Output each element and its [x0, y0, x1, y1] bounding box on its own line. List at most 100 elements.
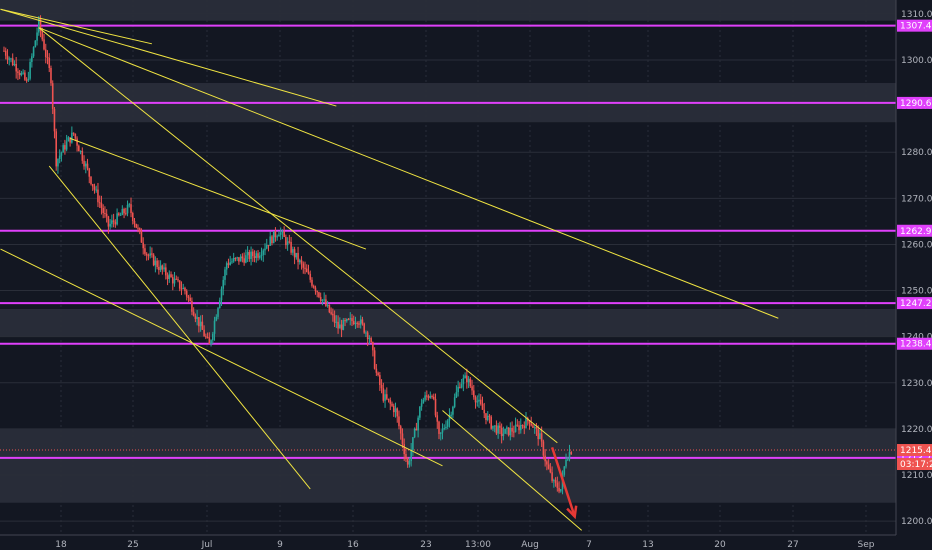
price-tick-label: 1300.000 — [901, 56, 932, 66]
candle-body — [305, 268, 308, 273]
candle-body — [344, 320, 346, 322]
candle-body — [490, 416, 492, 429]
candle — [241, 253, 244, 263]
candle — [184, 286, 186, 295]
level-badge-1-bg — [897, 96, 932, 109]
candle-body — [537, 428, 539, 440]
candle — [426, 390, 428, 401]
candle-body — [544, 455, 546, 462]
candle — [551, 466, 553, 483]
candle — [345, 318, 348, 323]
candle — [252, 248, 254, 262]
candle — [262, 248, 265, 262]
candle — [523, 421, 526, 435]
candle — [459, 382, 461, 389]
trendline-2[interactable] — [38, 27, 779, 319]
candle-body — [558, 487, 560, 492]
candle — [513, 425, 515, 438]
candle-body — [227, 263, 230, 265]
candle-body — [71, 132, 73, 143]
candle — [272, 231, 275, 244]
candle-body — [547, 464, 550, 469]
time-axis[interactable]: 18 25 Jul 9 16 23 13:00 Aug 7 13 20 27 Sep — [0, 534, 932, 550]
candle-body — [74, 133, 77, 139]
candle-body — [222, 279, 225, 289]
candle-body — [406, 458, 409, 465]
candle — [51, 80, 54, 115]
candle — [34, 40, 37, 48]
supply-demand-zone-2 — [0, 309, 896, 337]
candle-body — [396, 408, 399, 417]
candle-body — [58, 155, 61, 159]
candle-body — [389, 399, 392, 404]
candle-body — [441, 428, 444, 433]
price-tick-label: 1310.000 — [901, 10, 932, 20]
candle — [363, 322, 365, 334]
candle-body — [69, 137, 71, 143]
candle-body — [98, 202, 101, 204]
candle — [359, 315, 362, 329]
trendline-3[interactable] — [69, 137, 367, 250]
candle-body — [159, 265, 162, 271]
candle — [203, 325, 205, 337]
candle-body — [102, 207, 104, 214]
candle — [372, 341, 374, 357]
candle — [213, 316, 216, 341]
candle — [104, 206, 106, 218]
candle — [276, 234, 278, 241]
candle — [212, 331, 214, 344]
candle-body — [554, 480, 557, 483]
trendline-4[interactable] — [38, 27, 558, 444]
candle-body — [32, 47, 35, 57]
candle — [485, 413, 487, 425]
candle-body — [563, 466, 566, 475]
candle — [111, 214, 113, 228]
candle — [156, 258, 158, 270]
candle — [24, 70, 26, 81]
trendline-0[interactable] — [0, 8, 153, 45]
candle-body — [316, 291, 318, 293]
supply-demand-zone-0 — [0, 0, 896, 21]
trendline-6[interactable] — [0, 248, 443, 467]
candle — [65, 134, 68, 152]
candle-body — [486, 415, 489, 420]
candle — [476, 395, 479, 407]
price-tick-label: 1280.000 — [901, 148, 932, 158]
candle-body — [203, 329, 205, 337]
candle — [114, 219, 117, 228]
candle-body — [432, 396, 435, 399]
candle-body — [370, 338, 372, 343]
trendline-1[interactable] — [0, 8, 337, 107]
candle-body — [208, 337, 211, 345]
trendline-5[interactable] — [48, 165, 311, 490]
candle — [553, 478, 555, 488]
candle-body — [62, 145, 64, 153]
candle-body — [152, 254, 155, 266]
candle — [398, 410, 400, 430]
candle-body — [506, 427, 508, 429]
candle-body — [206, 336, 209, 338]
candle — [205, 333, 207, 340]
candle — [192, 307, 195, 317]
candle-body — [323, 299, 325, 301]
trendline-7[interactable] — [442, 410, 583, 531]
candle — [299, 258, 301, 265]
candle-body — [361, 319, 364, 324]
candle — [72, 132, 75, 136]
candle — [67, 136, 70, 142]
candle — [255, 250, 258, 263]
candle-body — [483, 409, 486, 414]
candle-body — [246, 252, 249, 256]
candle-body — [392, 405, 395, 413]
candle — [445, 420, 447, 430]
candle-body — [236, 257, 238, 259]
candle-body — [123, 209, 125, 214]
arrow-shaft[interactable] — [550, 446, 576, 517]
candle-body — [234, 257, 237, 259]
trendlines-layer[interactable] — [0, 8, 779, 531]
projection-arrow[interactable] — [550, 446, 578, 520]
candle — [499, 421, 501, 435]
candle — [258, 252, 261, 260]
candle — [325, 294, 327, 308]
